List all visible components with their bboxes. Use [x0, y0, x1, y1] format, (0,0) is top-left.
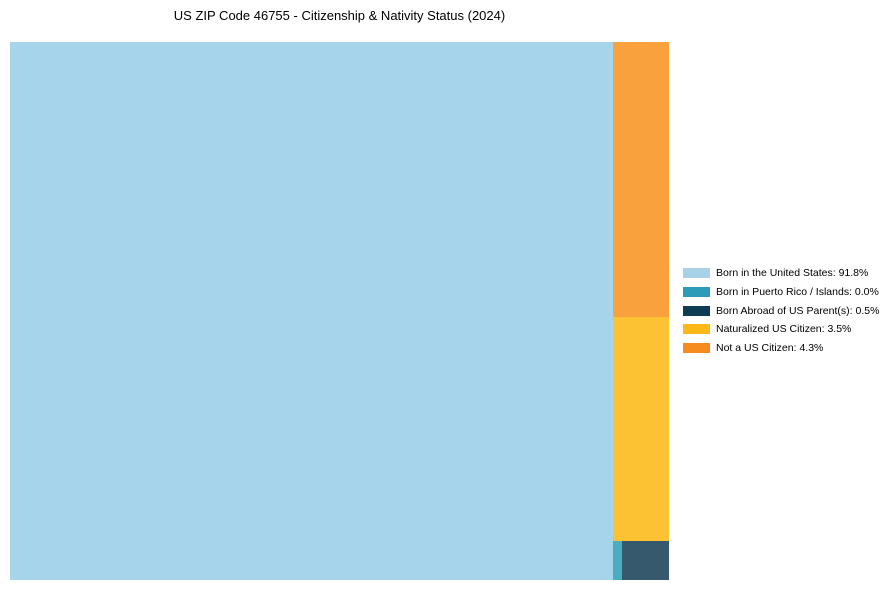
legend-label: Born in the United States: 91.8%	[716, 267, 869, 280]
treemap-block-naturalized-us-citizen	[613, 317, 669, 541]
chart-title: US ZIP Code 46755 - Citizenship & Nativi…	[173, 8, 506, 23]
legend-item-born-in-puerto-rico-islands: Born in Puerto Rico / Islands: 0.0%	[683, 283, 879, 302]
treemap-plot-area	[10, 42, 669, 580]
legend-swatch-icon	[683, 287, 710, 298]
treemap-block-born-abroad-of-us-parent-s	[622, 541, 669, 580]
legend-label: Born in Puerto Rico / Islands: 0.0%	[716, 286, 879, 299]
legend-item-naturalized-us-citizen: Naturalized US Citizen: 3.5%	[683, 320, 879, 339]
legend-item-not-a-us-citizen: Not a US Citizen: 4.3%	[683, 339, 879, 358]
legend-swatch-icon	[683, 305, 710, 316]
legend: Born in the United States: 91.8% Born in …	[683, 264, 879, 357]
legend-item-born-in-the-united-states: Born in the United States: 91.8%	[683, 264, 879, 283]
treemap-block-born-in-the-united-states	[10, 42, 613, 580]
treemap-block-not-a-us-citizen	[613, 42, 669, 317]
legend-swatch-icon	[683, 324, 710, 335]
legend-label: Born Abroad of US Parent(s): 0.5%	[716, 304, 880, 317]
legend-swatch-icon	[683, 268, 710, 279]
legend-swatch-icon	[683, 343, 710, 354]
legend-label: Not a US Citizen: 4.3%	[716, 342, 824, 355]
legend-label: Naturalized US Citizen: 3.5%	[716, 323, 852, 336]
legend-item-born-abroad-of-us-parent-s: Born Abroad of US Parent(s): 0.5%	[683, 301, 879, 320]
treemap-block-born-in-puerto-rico-islands	[613, 541, 622, 580]
